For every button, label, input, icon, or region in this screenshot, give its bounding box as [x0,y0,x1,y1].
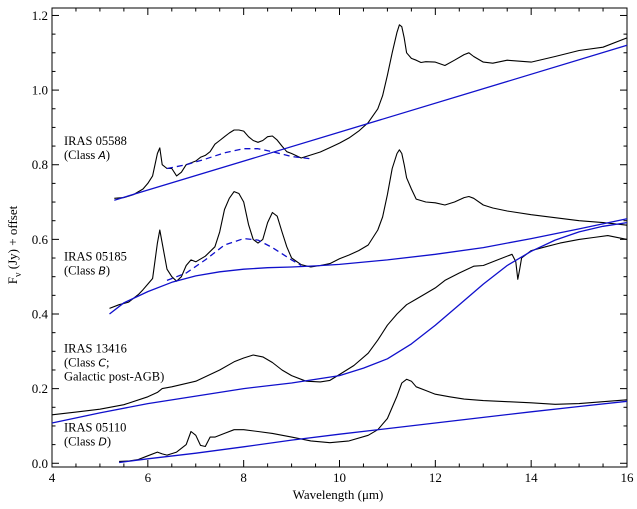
plot-border [51,7,628,468]
spectrum-line [109,149,628,309]
continuum-line [51,221,628,424]
class-letter: C [98,356,106,369]
spectrum-line [119,378,628,462]
y-tick-label: 0.8 [32,157,48,172]
continuum-line [119,400,628,464]
object-label-line: (Class C; [64,355,110,369]
y-tick-label: 0.4 [32,307,49,322]
x-tick-label: 10 [333,470,346,485]
object-label-line: IRAS 13416 [64,341,127,355]
y-tick-label: 1.0 [32,83,48,98]
object-label-line: IRAS 05110 [64,421,126,435]
x-tick-label: 12 [429,470,442,485]
y-axis-label-main: F [5,277,20,284]
y-axis-label-subscript: ν [13,272,24,277]
x-tick-label: 14 [525,470,539,485]
class-letter: B [98,265,106,278]
x-tick-label: 16 [621,470,635,485]
class-letter: D [98,436,106,449]
tick-layer: 4 6 8 10 12 14 16 0.0 0.2 0.4 0.6 0.8 1.0 1.2 [32,8,634,485]
annotation-layer: IRAS 05588 (Class A)IRAS 05185 (Class B)IR… [64,134,164,449]
feature-fit-line [166,148,311,170]
y-tick-label: 1.2 [32,8,48,23]
y-axis-label: Fν (Jy) + offset [5,205,24,284]
class-letter: A [97,149,106,162]
object-label: IRAS 13416 (Class C; Galactic post-AGB) [64,341,164,383]
object-label-line: (Class D) [64,435,111,449]
object-label-line: Galactic post-AGB) [64,369,164,383]
series-layer [51,24,628,464]
object-label-line: IRAS 05185 [64,250,127,264]
object-label-line: (Class A) [64,148,110,162]
continuum-line [114,44,628,201]
spectrum-line [51,235,628,416]
continuum-line [109,218,628,315]
x-axis-label: Wavelength (μm) [293,487,384,502]
y-axis-label-rest: (Jy) + offset [5,205,20,272]
y-tick-label: 0.2 [32,381,48,396]
y-tick-label: 0.6 [32,232,49,247]
plot-frame [51,7,628,468]
object-label: IRAS 05185 (Class B) [64,250,127,278]
x-tick-label: 6 [145,470,152,485]
feature-fit-line [166,237,302,282]
y-tick-label: 0.0 [32,456,48,471]
object-label-line: (Class B) [64,264,110,278]
x-tick-label: 8 [240,470,247,485]
spectrum-line [114,24,628,199]
object-label: IRAS 05588 (Class A) [64,134,127,162]
object-label-line: IRAS 05588 [64,134,127,148]
object-label: IRAS 05110 (Class D) [64,421,126,449]
x-tick-label: 4 [49,470,56,485]
